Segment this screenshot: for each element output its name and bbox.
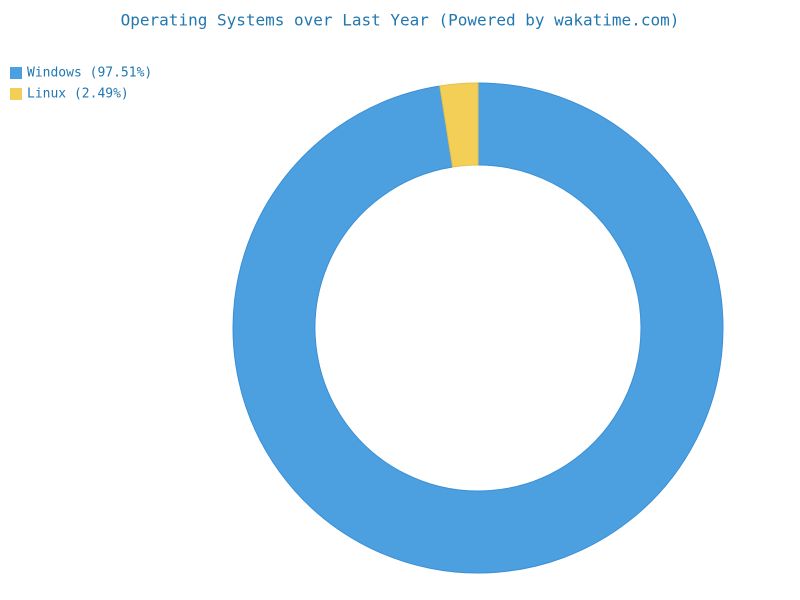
chart-title: Operating Systems over Last Year (Powere… (121, 11, 680, 30)
donut-slice (439, 82, 479, 168)
legend-label: Windows (97.51%) (27, 66, 152, 81)
legend-swatch (10, 67, 22, 79)
legend-label: Linux (2.49%) (27, 87, 129, 102)
legend-swatch (10, 88, 22, 100)
donut-slice (232, 82, 724, 574)
